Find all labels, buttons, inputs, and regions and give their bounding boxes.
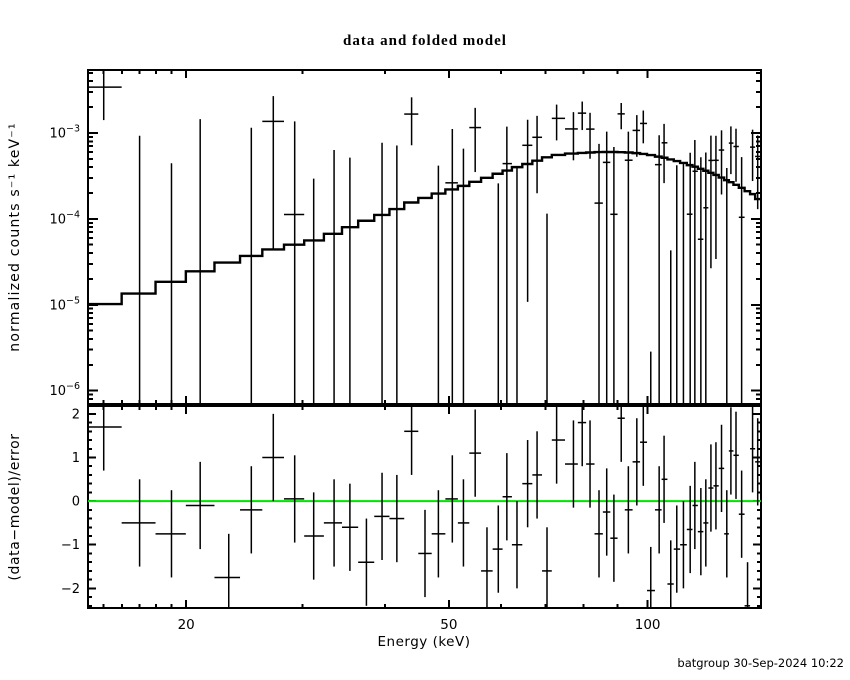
y-axis-label-residuals: (data−model)/error bbox=[7, 433, 23, 580]
folded-model-line bbox=[88, 150, 761, 306]
y-tick-label: 10−3 bbox=[49, 123, 80, 141]
y-tick-label: −1 bbox=[61, 538, 80, 553]
timestamp: batgroup 30-Sep-2024 10:22 bbox=[677, 656, 844, 670]
x-tick-label: 20 bbox=[178, 617, 195, 633]
spectrum-panel-border bbox=[87, 69, 762, 405]
spectrum-panel bbox=[88, 70, 761, 404]
y-tick-label: 1 bbox=[72, 451, 80, 466]
tick-labels: 20 50 100 10−3 10−4 10−5 10−6 −2 −1 0 1 2 bbox=[49, 123, 660, 633]
residuals-panel bbox=[88, 406, 761, 608]
y-tick-label: 10−5 bbox=[49, 295, 80, 313]
residuals-panel-border bbox=[87, 405, 762, 609]
y-tick-label: 0 bbox=[72, 495, 80, 510]
y-tick-label: 10−4 bbox=[49, 209, 80, 227]
y-axis-label-spectrum: normalized counts s⁻¹ keV⁻¹ bbox=[7, 122, 23, 351]
x-tick-label: 100 bbox=[635, 617, 661, 633]
x-tick-label: 50 bbox=[440, 617, 457, 633]
y-tick-label: −2 bbox=[61, 582, 80, 597]
plot-title: data and folded model bbox=[343, 33, 507, 49]
x-axis-label: Energy (keV) bbox=[378, 634, 471, 650]
y-tick-label: 2 bbox=[72, 407, 80, 422]
y-tick-label: 10−6 bbox=[49, 381, 80, 399]
